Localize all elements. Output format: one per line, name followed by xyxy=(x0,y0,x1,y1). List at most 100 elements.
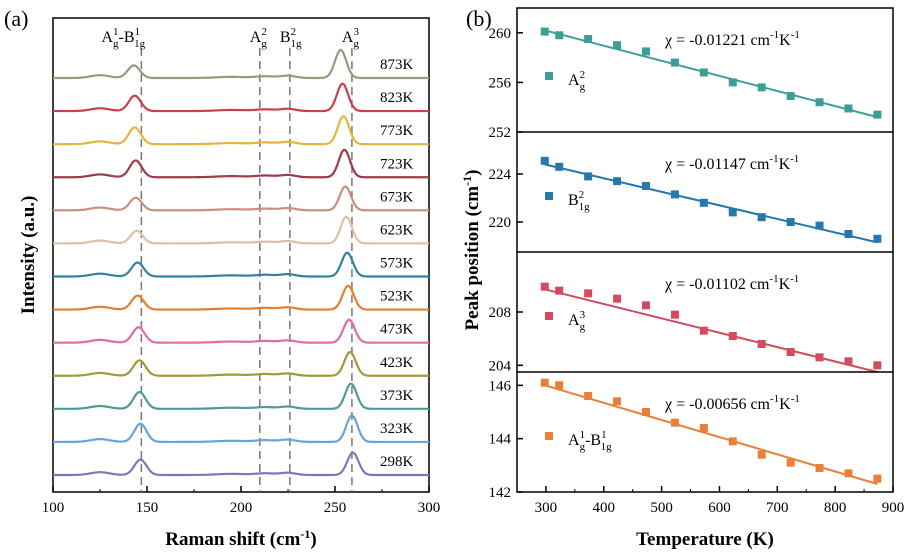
temperature-label: 723K xyxy=(380,156,414,172)
data-point xyxy=(641,182,650,190)
spectrum-line-298K xyxy=(53,451,429,477)
data-point xyxy=(728,332,737,340)
x-tick-label: 300 xyxy=(418,500,441,516)
data-point xyxy=(641,408,650,416)
x-tick-label: 600 xyxy=(708,500,731,516)
spectrum-line-773K xyxy=(53,114,429,146)
temperature-label: 323K xyxy=(380,421,414,437)
data-point xyxy=(540,156,549,165)
data-point xyxy=(613,397,622,406)
temperature-label: 473K xyxy=(380,322,414,338)
temperature-label: 423K xyxy=(380,355,414,371)
data-point xyxy=(555,31,564,40)
slope-annotation: χ = -0.01102 cm-1K-1 xyxy=(664,273,799,293)
data-point xyxy=(815,464,824,472)
y-tick-label: 144 xyxy=(489,432,512,448)
peak-label: A3 g xyxy=(342,26,360,50)
x-tick-label: 150 xyxy=(136,500,159,516)
data-point xyxy=(584,35,593,43)
data-point xyxy=(670,190,679,199)
temperature-label: 373K xyxy=(380,388,414,404)
data-point xyxy=(670,58,679,67)
legend-label: B2 1g xyxy=(568,189,590,213)
data-point xyxy=(613,294,622,303)
panel-b-frame xyxy=(516,7,894,493)
peak-label: A2 g xyxy=(250,26,268,50)
data-point xyxy=(844,469,853,478)
spectrum-line-873K xyxy=(53,48,429,80)
data-point xyxy=(844,230,853,238)
spectrum-line-573K xyxy=(53,251,429,278)
data-point xyxy=(844,104,853,113)
data-point xyxy=(540,378,549,387)
temperature-label: 523K xyxy=(380,289,414,305)
legend-marker xyxy=(545,432,553,440)
y-tick-label: 142 xyxy=(489,485,512,501)
data-point xyxy=(786,218,795,226)
temperature-label: 823K xyxy=(380,90,414,106)
temperature-label: 573K xyxy=(380,256,414,272)
x-tick-label: 250 xyxy=(324,500,347,516)
spectrum-line-423K xyxy=(53,350,429,377)
data-point xyxy=(757,340,766,348)
data-point xyxy=(786,348,795,356)
spectrum-line-373K xyxy=(53,382,429,410)
data-point xyxy=(584,172,593,181)
slope-annotation: χ = -0.01221 cm-1K-1 xyxy=(664,29,800,49)
slope-annotation: χ = -0.00656 cm-1K-1 xyxy=(664,393,800,413)
x-tick-label: 900 xyxy=(882,500,904,516)
x-tick-label: 400 xyxy=(593,500,616,516)
data-point xyxy=(728,78,737,87)
legend-label: A3 g xyxy=(568,309,586,333)
temperature-label: 623K xyxy=(380,222,414,238)
data-point xyxy=(728,437,737,446)
data-point xyxy=(584,289,593,298)
data-point xyxy=(728,208,737,217)
spectrum-line-323K xyxy=(53,414,429,444)
subpanel-1: 252 256 260 χ = -0.01221 cm-1K-1 A2 g xyxy=(489,26,882,141)
data-point xyxy=(670,310,679,319)
y-tick-label: 256 xyxy=(489,75,512,91)
data-point xyxy=(757,83,766,92)
data-point xyxy=(873,474,882,483)
data-point xyxy=(613,177,622,186)
peak-label: B2 1g xyxy=(280,26,302,50)
y-tick-label: 146 xyxy=(489,378,512,394)
y-axis-label: Peak position (cm-1) xyxy=(460,170,483,331)
fit-line xyxy=(544,163,878,244)
data-point xyxy=(844,357,853,366)
data-point xyxy=(699,424,708,432)
data-point xyxy=(873,110,882,119)
panel-a-label: (a) xyxy=(4,6,28,31)
y-axis-label: Intensity (a.u.) xyxy=(18,196,39,315)
x-axis-label: Raman shift (cm-1) xyxy=(165,527,316,550)
data-point xyxy=(555,286,564,295)
legend-marker xyxy=(545,192,553,200)
x-tick-label: 800 xyxy=(824,500,847,516)
temperature-label: 673K xyxy=(380,189,414,205)
data-point xyxy=(540,282,549,291)
y-tick-label: 224 xyxy=(489,167,512,183)
data-point xyxy=(699,198,708,207)
y-tick-label: 252 xyxy=(489,125,512,141)
legend-label: A2 g xyxy=(568,69,586,93)
data-point xyxy=(699,68,708,77)
y-tick-label: 208 xyxy=(489,305,512,321)
spectrum-line-623K xyxy=(53,215,429,245)
data-point xyxy=(873,361,882,370)
data-point xyxy=(873,234,882,243)
temperature-label: 298K xyxy=(380,454,414,470)
subpanel-4: 142 144 146 χ = -0.00656 cm-1K-1 A1 g-B1 1g xyxy=(489,371,893,501)
data-point xyxy=(757,213,766,222)
data-point xyxy=(613,41,622,50)
x-tick-label: 500 xyxy=(650,500,673,516)
data-point xyxy=(555,162,564,171)
legend-label: A1 g-B1 1g xyxy=(568,429,612,453)
data-point xyxy=(786,92,795,101)
x-axis-label: Temperature (K) xyxy=(636,529,774,550)
slope-annotation: χ = -0.01147 cm-1K-1 xyxy=(664,153,799,173)
subpanel-2: 220 224 χ = -0.01147 cm-1K-1 B2 1g xyxy=(489,131,893,244)
data-point xyxy=(815,221,824,230)
